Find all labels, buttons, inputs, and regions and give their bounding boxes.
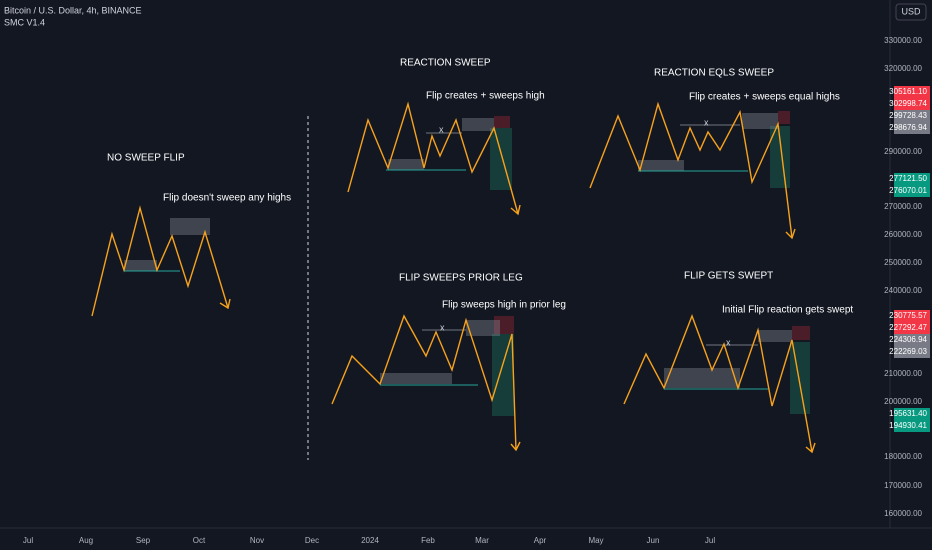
currency[interactable]: USD <box>901 6 921 16</box>
price-tick: 290000.00 <box>884 147 922 156</box>
price-tag-label: 299728.43 <box>889 111 927 120</box>
zone <box>778 111 790 124</box>
price-tag <box>894 334 930 346</box>
zone <box>792 326 810 340</box>
price-tag <box>894 173 930 185</box>
marker: x <box>440 322 445 332</box>
zone <box>494 316 514 334</box>
price-tag-label: 195631.40 <box>889 409 927 418</box>
price-tag-label: 194930.41 <box>889 421 927 430</box>
price-tag <box>894 86 930 98</box>
price-tick: 260000.00 <box>884 230 922 239</box>
arrow <box>510 204 521 216</box>
path <box>623 314 813 453</box>
time-label: Jul <box>23 536 33 545</box>
price-tag-label: 298676.94 <box>889 123 927 132</box>
price-tag-label: 305161.10 <box>889 87 927 96</box>
price-tag <box>894 322 930 334</box>
price-tag-label: 302998.74 <box>889 99 927 108</box>
annotation-note: Flip doesn't sweep any highs <box>163 193 291 204</box>
zone <box>380 373 452 384</box>
price-tick: 270000.00 <box>884 202 922 211</box>
zone <box>494 116 510 128</box>
price-tag <box>894 408 930 420</box>
path <box>347 101 519 215</box>
annotation-title: NO SWEEP FLIP <box>107 153 185 164</box>
time-label: Jul <box>705 536 715 545</box>
annotation-note: Initial Flip reaction gets swept <box>722 305 853 316</box>
price-tick: 160000.00 <box>884 509 922 518</box>
time-label: 2024 <box>361 536 379 545</box>
price-tag <box>894 185 930 197</box>
price-tag-label: 277121.50 <box>889 174 927 183</box>
price-tick: 170000.00 <box>884 481 922 490</box>
price-tag-label: 222269.03 <box>889 347 927 356</box>
time-label: Sep <box>136 536 151 545</box>
annotation-title: REACTION EQLS SWEEP <box>654 68 774 79</box>
time-label: Jun <box>647 536 660 545</box>
price-tick: 210000.00 <box>884 369 922 378</box>
time-label: Oct <box>193 536 206 545</box>
zone <box>462 118 494 131</box>
annotation-note: Flip sweeps high in prior leg <box>442 300 566 311</box>
price-tag-label: 224306.94 <box>889 335 927 344</box>
price-tag <box>894 346 930 358</box>
annotation-title: FLIP SWEEPS PRIOR LEG <box>399 273 523 284</box>
arrow <box>785 228 796 240</box>
zone <box>170 218 210 235</box>
arrow <box>219 298 231 310</box>
price-tick: 330000.00 <box>884 36 922 45</box>
indicator: SMC V1.4 <box>4 17 45 27</box>
price-tag <box>894 98 930 110</box>
price-tag-label: 230775.57 <box>889 311 927 320</box>
price-tick: 180000.00 <box>884 452 922 461</box>
price-tag <box>894 122 930 134</box>
symbol: Bitcoin / U.S. Dollar, 4h, BINANCE <box>4 5 142 15</box>
zone <box>388 159 424 170</box>
price-tag <box>894 110 930 122</box>
arrow <box>805 442 816 454</box>
price-tick: 240000.00 <box>884 286 922 295</box>
zone <box>124 260 157 271</box>
price-tag-label: 227292.47 <box>889 323 927 332</box>
price-tag <box>894 310 930 322</box>
path <box>589 101 793 239</box>
zone <box>664 368 740 388</box>
time-label: Apr <box>534 536 547 545</box>
zone <box>790 342 810 414</box>
time-label: Aug <box>79 536 93 545</box>
price-tick: 320000.00 <box>884 64 922 73</box>
marker: x <box>439 124 444 134</box>
zone <box>638 160 684 171</box>
price-tick: 200000.00 <box>884 397 922 406</box>
time-label: Feb <box>421 536 435 545</box>
zone <box>466 320 500 336</box>
price-tick: 250000.00 <box>884 258 922 267</box>
marker: x <box>726 337 731 347</box>
time-label: Mar <box>475 536 489 545</box>
zone <box>758 330 792 342</box>
arrow <box>510 441 521 452</box>
annotation-note: Flip creates + sweeps equal highs <box>689 92 840 103</box>
zone <box>492 334 514 416</box>
time-label: Nov <box>250 536 264 545</box>
price-tag <box>894 420 930 432</box>
annotation-title: FLIP GETS SWEPT <box>684 271 773 282</box>
zone <box>770 126 790 188</box>
marker: x <box>704 117 709 127</box>
path <box>91 205 229 317</box>
currency-button[interactable] <box>895 3 927 21</box>
annotation-note: Flip creates + sweeps high <box>426 91 545 102</box>
time-label: Dec <box>305 536 319 545</box>
annotation-title: REACTION SWEEP <box>400 58 491 69</box>
price-tag-label: 276070.01 <box>889 186 927 195</box>
time-label: May <box>588 536 603 545</box>
zone <box>742 113 778 129</box>
path <box>331 314 517 451</box>
